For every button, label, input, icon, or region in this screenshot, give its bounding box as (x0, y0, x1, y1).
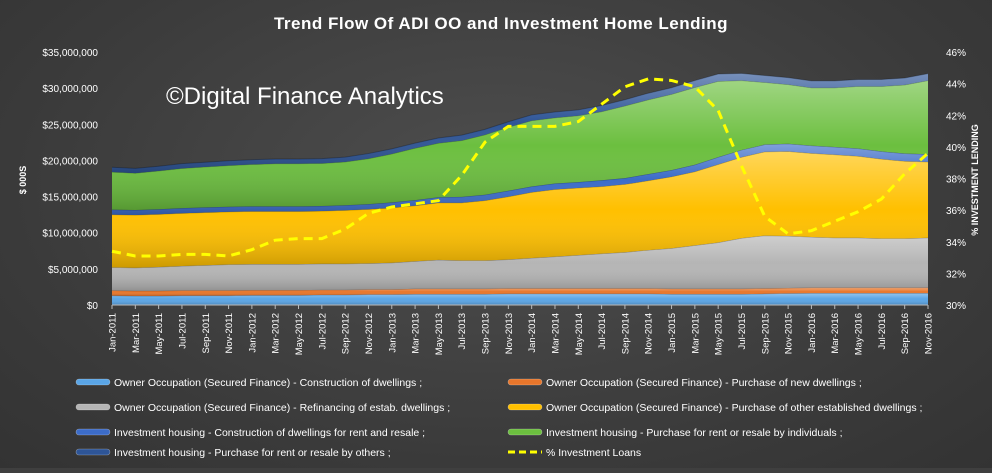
x-tick-label: Sep-2014 (620, 313, 631, 354)
legend-label: Owner Occupation (Secured Finance) - Con… (114, 377, 422, 389)
x-tick-label: Jan-2016 (807, 313, 818, 353)
x-tick-label: Jul-2012 (317, 313, 328, 349)
y-tick-label: $25,000,000 (42, 120, 98, 131)
x-tick-label: Jan-2013 (387, 313, 398, 353)
y2-tick-label: 32% (946, 269, 966, 280)
x-tick-label: Nov-2011 (224, 313, 235, 354)
x-tick-label: Mar-2013 (411, 313, 422, 354)
area-shading-7 (112, 73, 928, 174)
x-tick-label: May-2014 (574, 313, 585, 355)
x-tick-label: Nov-2016 (924, 313, 935, 354)
y2-axis-label: % INVESTMENT LENDING (970, 124, 980, 236)
y-tick-label: $15,000,000 (42, 193, 98, 204)
area-edge-7 (111, 72, 929, 169)
y-tick-label: $20,000,000 (42, 156, 98, 167)
x-tick-label: May-2016 (854, 313, 865, 355)
y-tick-label: $10,000,000 (42, 229, 98, 240)
legend-label: Investment housing - Purchase for rent o… (546, 427, 842, 439)
x-tick-label: Sep-2016 (900, 313, 911, 354)
legend-label: Investment housing - Construction of dwe… (114, 427, 425, 439)
y2-tick-label: 34% (946, 238, 966, 249)
x-tick-label: May-2011 (154, 313, 165, 355)
legend-swatch (507, 403, 543, 411)
x-tick-label: Mar-2014 (550, 313, 561, 354)
x-tick-label: Mar-2016 (830, 313, 841, 354)
area-shading-3 (112, 235, 928, 291)
y-axis-label: $ 000S (18, 166, 28, 195)
y-tick-label: $0 (87, 301, 99, 312)
x-tick-label: Sep-2015 (760, 313, 771, 354)
x-tick-label: Jul-2014 (597, 313, 608, 349)
y2-tick-label: 36% (946, 206, 966, 217)
x-tick-label: Jul-2016 (877, 313, 888, 349)
area-shading-1 (112, 293, 928, 305)
legend-swatch (507, 378, 543, 386)
x-tick-label: Mar-2015 (690, 313, 701, 354)
x-tick-label: Jan-2012 (247, 313, 258, 353)
y2-tick-label: 44% (946, 80, 966, 91)
x-tick-label: Nov-2015 (784, 313, 795, 354)
x-tick-label: May-2013 (434, 313, 445, 355)
area-shading-5 (112, 143, 928, 216)
x-tick-label: Sep-2012 (341, 313, 352, 354)
watermark: ©Digital Finance Analytics (166, 83, 444, 110)
x-tick-label: May-2012 (294, 313, 305, 355)
legend-swatch (75, 428, 111, 436)
x-tick-label: Jul-2011 (177, 313, 188, 349)
x-tick-label: Jul-2015 (737, 313, 748, 349)
chart-title: Trend Flow Of ADI OO and Investment Home… (274, 14, 728, 33)
x-tick-label: Nov-2013 (504, 313, 515, 354)
x-tick-label: Jan-2015 (667, 313, 678, 353)
area-layers (111, 72, 929, 305)
legend-swatch (75, 403, 111, 411)
x-tick-label: Sep-2011 (201, 313, 212, 354)
y2-tick-label: 38% (946, 175, 966, 186)
y2-tick-label: 42% (946, 111, 966, 122)
x-tick-label: Nov-2014 (644, 313, 655, 354)
y2-tick-label: 30% (946, 301, 966, 312)
legend-label: % Investment Loans (546, 447, 641, 459)
x-tick-label: Mar-2012 (271, 313, 282, 354)
x-tick-label: Jul-2013 (457, 313, 468, 349)
legend-label: Investment housing - Purchase for rent o… (114, 447, 391, 459)
y-tick-label: $35,000,000 (42, 48, 98, 59)
y-tick-label: $5,000,000 (48, 265, 98, 276)
legend-label: Owner Occupation (Secured Finance) - Pur… (546, 377, 862, 389)
x-tick-label: May-2015 (714, 313, 725, 355)
legend-swatch (507, 428, 543, 436)
axes: $0 $5,000,000 $10,000,000 $15,000,000 $20,00… (42, 48, 966, 355)
x-tick-label: Sep-2013 (481, 313, 492, 354)
x-tick-label: Jan-2014 (527, 313, 538, 353)
x-tick-label: Mar-2011 (131, 313, 142, 353)
legend-swatch (75, 448, 111, 456)
area-shading-6 (112, 80, 928, 210)
investment-loans-line (111, 77, 929, 258)
area-shading-2 (112, 287, 928, 296)
x-tick-label: Jan-2011 (108, 313, 119, 352)
y2-tick-label: 46% (946, 48, 966, 59)
x-tick-label: Nov-2012 (364, 313, 375, 354)
y-tick-label: $30,000,000 (42, 84, 98, 95)
legend-label: Owner Occupation (Secured Finance) - Pur… (546, 402, 922, 414)
area-shading-4 (112, 151, 928, 268)
y2-tick-label: 40% (946, 143, 966, 154)
legend: Owner Occupation (Secured Finance) - Con… (75, 377, 922, 459)
legend-swatch (75, 378, 111, 386)
legend-label: Owner Occupation (Secured Finance) - Ref… (114, 402, 450, 414)
